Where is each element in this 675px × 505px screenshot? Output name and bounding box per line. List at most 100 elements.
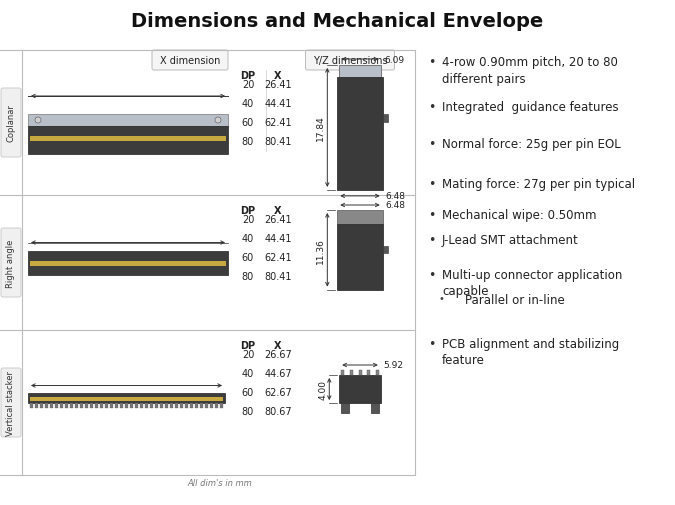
Bar — [338, 211, 383, 225]
Text: Right angle: Right angle — [7, 239, 16, 287]
Bar — [350, 370, 352, 375]
Text: 44.41: 44.41 — [264, 233, 292, 243]
Text: •: • — [428, 56, 435, 69]
Bar — [205, 402, 208, 408]
Text: 62.41: 62.41 — [264, 118, 292, 128]
Bar — [215, 402, 218, 408]
Bar — [170, 402, 173, 408]
Text: 80: 80 — [242, 137, 254, 147]
Bar — [65, 402, 68, 408]
Text: 80: 80 — [242, 272, 254, 281]
Text: Mating force: 27g per pin typical: Mating force: 27g per pin typical — [442, 178, 635, 190]
Text: DP: DP — [240, 206, 256, 216]
Bar — [165, 402, 168, 408]
Text: 60: 60 — [242, 252, 254, 263]
Bar — [195, 402, 198, 408]
Bar — [35, 402, 38, 408]
Bar — [80, 402, 83, 408]
Bar — [120, 402, 123, 408]
FancyBboxPatch shape — [306, 51, 394, 71]
Bar — [60, 402, 63, 408]
Text: 60: 60 — [242, 387, 254, 397]
Text: 44.41: 44.41 — [264, 99, 292, 109]
Bar — [341, 370, 344, 375]
Text: 6.48: 6.48 — [385, 201, 406, 210]
Bar — [85, 402, 88, 408]
Bar — [358, 370, 362, 375]
Text: 6.09: 6.09 — [384, 56, 404, 64]
Bar — [338, 225, 383, 290]
Text: All dim's in mm: All dim's in mm — [188, 479, 252, 487]
Text: •: • — [438, 293, 444, 304]
Text: Mechanical wipe: 0.50mm: Mechanical wipe: 0.50mm — [442, 209, 597, 222]
Text: •: • — [428, 337, 435, 350]
Bar — [145, 402, 148, 408]
Bar — [135, 402, 138, 408]
Bar — [70, 402, 73, 408]
Text: Y/Z dimensions: Y/Z dimensions — [313, 56, 387, 66]
FancyBboxPatch shape — [1, 89, 21, 158]
Bar — [105, 402, 108, 408]
Bar — [185, 402, 188, 408]
Text: 80.41: 80.41 — [264, 272, 292, 281]
Text: 5.92: 5.92 — [383, 361, 404, 370]
Text: Multi-up connector application
capable: Multi-up connector application capable — [442, 269, 622, 298]
Bar — [28, 127, 228, 155]
Text: 26.67: 26.67 — [264, 349, 292, 359]
Bar — [55, 402, 58, 408]
Bar — [30, 137, 226, 142]
FancyBboxPatch shape — [1, 368, 21, 437]
Text: •: • — [428, 138, 435, 150]
Text: 6.48: 6.48 — [385, 192, 406, 201]
Bar — [371, 403, 379, 413]
Text: 26.41: 26.41 — [264, 215, 292, 225]
Text: 62.41: 62.41 — [264, 252, 292, 263]
Bar — [50, 402, 53, 408]
Text: 17.84: 17.84 — [317, 115, 325, 141]
FancyBboxPatch shape — [152, 51, 228, 71]
Bar — [95, 402, 98, 408]
Bar — [155, 402, 158, 408]
Bar — [30, 402, 33, 408]
Text: PCB alignment and stabilizing
feature: PCB alignment and stabilizing feature — [442, 337, 619, 367]
Text: X: X — [274, 71, 281, 81]
Bar — [180, 402, 183, 408]
Bar — [200, 402, 203, 408]
Bar — [140, 402, 143, 408]
Bar — [45, 402, 48, 408]
FancyBboxPatch shape — [1, 229, 21, 297]
Text: 20: 20 — [242, 80, 254, 90]
Text: 62.67: 62.67 — [264, 387, 292, 397]
Text: 4-row 0.90mm pitch, 20 to 80
different pairs: 4-row 0.90mm pitch, 20 to 80 different p… — [442, 56, 618, 85]
Bar — [30, 397, 223, 400]
Text: Vertical stacker: Vertical stacker — [7, 370, 16, 435]
Bar — [130, 402, 133, 408]
Text: •: • — [428, 101, 435, 114]
Text: 60: 60 — [242, 118, 254, 128]
Bar — [175, 402, 178, 408]
Bar — [125, 402, 128, 408]
Bar — [210, 402, 213, 408]
Bar — [75, 402, 78, 408]
Text: •: • — [428, 209, 435, 222]
Text: X dimension: X dimension — [160, 56, 220, 66]
Text: •: • — [428, 269, 435, 281]
Text: DP: DP — [240, 340, 256, 350]
Text: 40: 40 — [242, 233, 254, 243]
Bar — [110, 402, 113, 408]
Text: Integrated  guidance features: Integrated guidance features — [442, 101, 618, 114]
Bar — [40, 402, 43, 408]
Text: Dimensions and Mechanical Envelope: Dimensions and Mechanical Envelope — [131, 12, 543, 31]
Bar — [383, 115, 387, 123]
Bar — [160, 402, 163, 408]
Bar — [376, 370, 379, 375]
Text: X: X — [274, 340, 281, 350]
Bar — [367, 370, 371, 375]
Text: Parallel or in-line: Parallel or in-line — [465, 293, 565, 307]
Bar — [190, 402, 193, 408]
Bar — [220, 402, 223, 408]
Bar — [342, 403, 349, 413]
Text: 80.41: 80.41 — [264, 137, 292, 147]
Text: 80: 80 — [242, 406, 254, 416]
Text: 20: 20 — [242, 349, 254, 359]
